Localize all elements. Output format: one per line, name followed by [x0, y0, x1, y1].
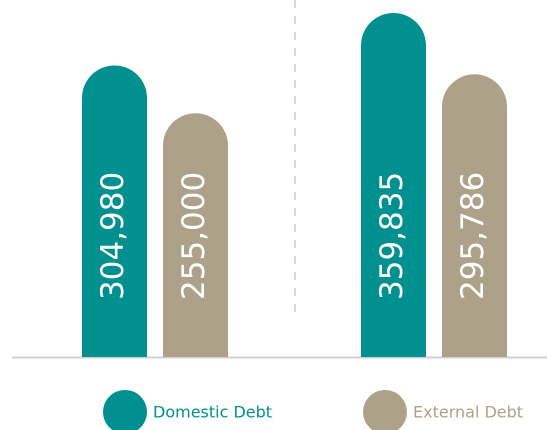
value-label: 304,980	[95, 172, 131, 300]
legend-label: External Debt	[413, 403, 523, 422]
value-label: 255,000	[176, 172, 212, 300]
legend-swatch	[103, 390, 147, 430]
value-label: 295,786	[455, 172, 491, 300]
bar	[82, 65, 147, 357]
bar	[361, 12, 426, 357]
legend-swatch	[363, 390, 407, 430]
legend-label: Domestic Debt	[153, 403, 272, 422]
value-label: 359,835	[374, 172, 410, 300]
bar	[163, 113, 228, 357]
bar	[442, 74, 507, 357]
